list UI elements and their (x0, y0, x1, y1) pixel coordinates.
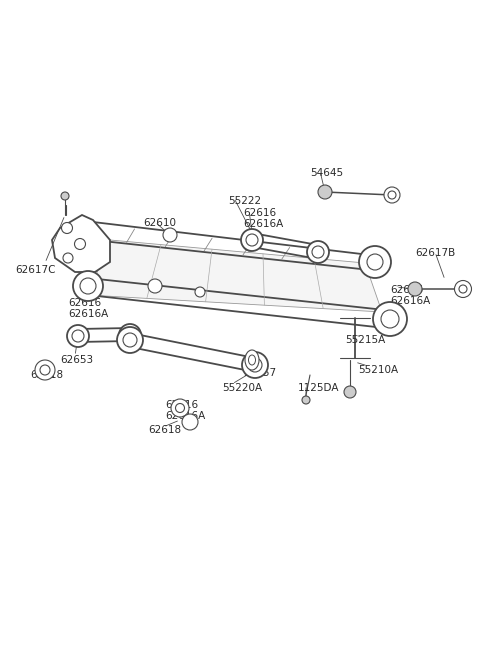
Circle shape (73, 271, 103, 301)
Polygon shape (88, 240, 382, 312)
Circle shape (123, 333, 137, 347)
Circle shape (302, 396, 310, 404)
Circle shape (384, 187, 400, 203)
Circle shape (148, 279, 162, 293)
Circle shape (195, 287, 205, 297)
Text: 55215A: 55215A (345, 335, 385, 345)
Circle shape (367, 254, 383, 270)
Circle shape (455, 280, 471, 297)
Text: 62610: 62610 (143, 218, 176, 228)
Text: 55220A: 55220A (222, 383, 262, 393)
Text: 1125DA: 1125DA (298, 383, 339, 393)
Text: 62616: 62616 (165, 400, 198, 410)
Circle shape (74, 238, 85, 250)
Circle shape (35, 360, 55, 380)
Circle shape (312, 246, 324, 258)
Circle shape (408, 282, 422, 296)
Circle shape (373, 302, 407, 336)
Text: 62616: 62616 (243, 208, 276, 218)
Circle shape (243, 237, 257, 251)
Text: 62616A: 62616A (243, 219, 283, 229)
Text: 62617C: 62617C (15, 265, 56, 275)
Polygon shape (52, 215, 110, 272)
Circle shape (246, 234, 258, 246)
Ellipse shape (245, 350, 259, 370)
Text: 62618: 62618 (148, 425, 181, 435)
Text: 62617B: 62617B (415, 248, 455, 258)
Circle shape (242, 352, 268, 378)
Text: 62616: 62616 (390, 285, 423, 295)
Circle shape (124, 329, 136, 341)
Circle shape (61, 223, 72, 233)
Text: 62616A: 62616A (390, 296, 430, 306)
Circle shape (248, 358, 262, 372)
Text: 62616A: 62616A (68, 309, 108, 319)
Circle shape (171, 399, 189, 417)
Circle shape (381, 310, 399, 328)
Circle shape (67, 325, 89, 347)
Text: 62618: 62618 (30, 370, 63, 380)
Circle shape (307, 241, 329, 263)
Text: 62616: 62616 (68, 298, 101, 308)
Circle shape (344, 386, 356, 398)
Ellipse shape (249, 355, 255, 365)
Circle shape (163, 228, 177, 242)
Text: 62653: 62653 (60, 355, 93, 365)
Circle shape (80, 278, 96, 294)
Circle shape (176, 403, 184, 413)
Circle shape (119, 324, 141, 346)
Circle shape (72, 330, 84, 342)
Circle shape (61, 192, 69, 200)
Circle shape (40, 365, 50, 375)
Text: 55210A: 55210A (358, 365, 398, 375)
Text: 55857: 55857 (243, 368, 276, 378)
Text: 62616A: 62616A (165, 411, 205, 421)
Text: 54645: 54645 (310, 168, 343, 178)
Circle shape (241, 229, 263, 251)
Circle shape (359, 246, 391, 278)
Circle shape (63, 253, 73, 263)
Circle shape (117, 327, 143, 353)
Text: 55222: 55222 (228, 196, 261, 206)
Circle shape (459, 285, 467, 293)
Circle shape (388, 191, 396, 199)
Circle shape (182, 414, 198, 430)
Circle shape (318, 185, 332, 199)
